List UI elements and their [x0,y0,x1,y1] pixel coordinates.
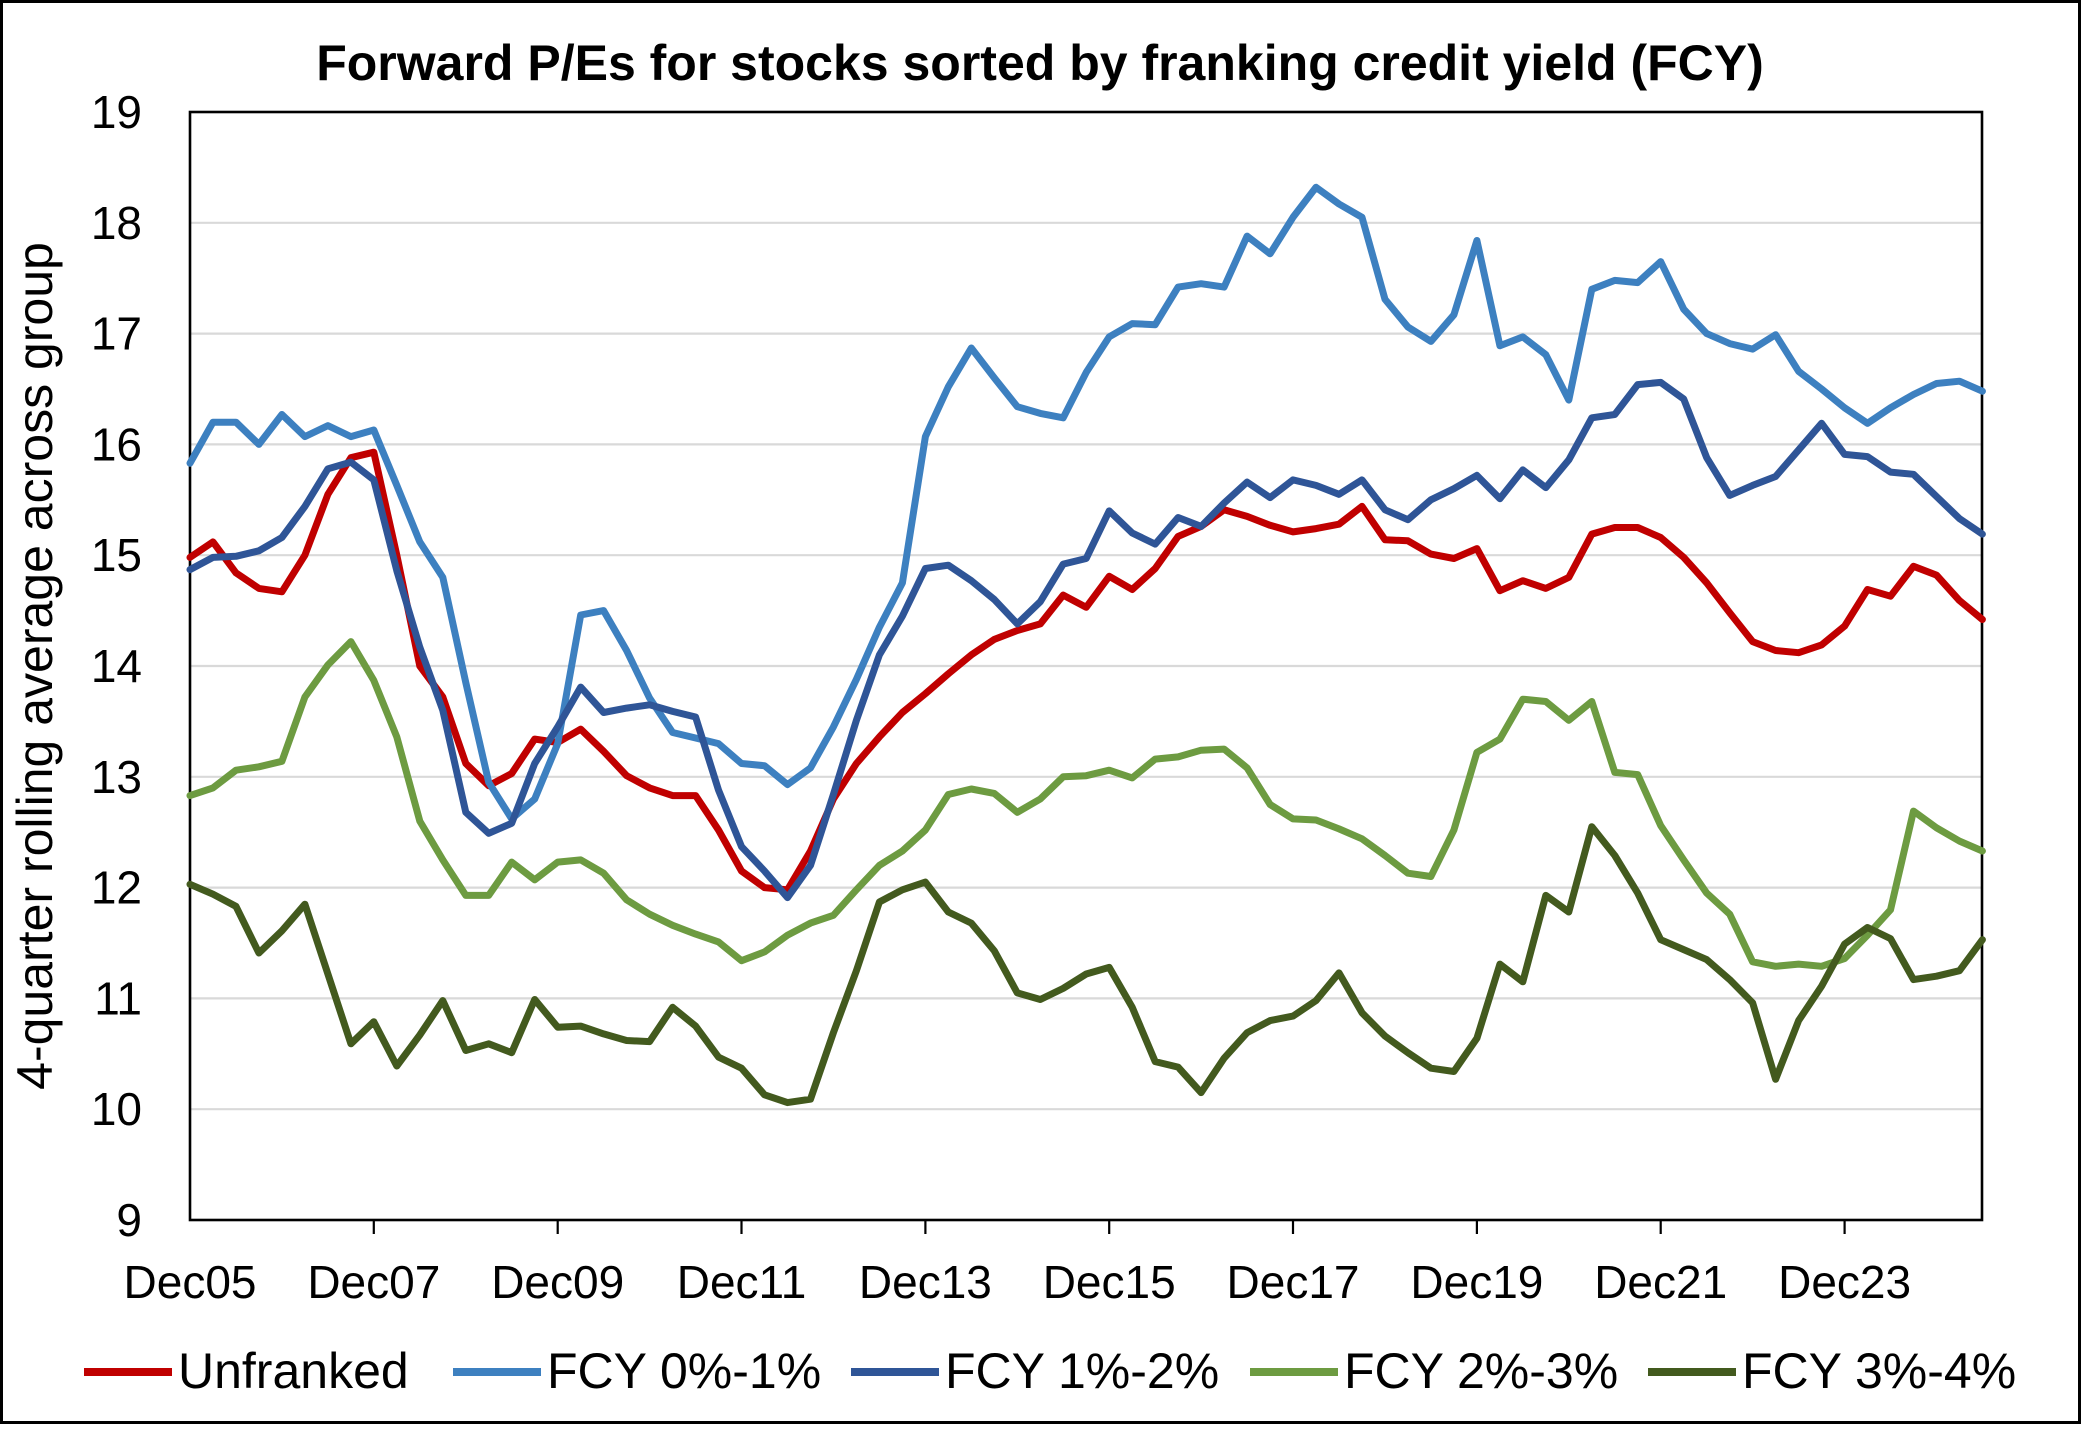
svg-text:Dec07: Dec07 [307,1256,440,1308]
svg-text:15: 15 [91,529,142,581]
svg-text:14: 14 [91,640,142,692]
svg-text:Dec09: Dec09 [491,1256,624,1308]
svg-text:19: 19 [91,86,142,138]
svg-text:17: 17 [91,308,142,360]
svg-text:9: 9 [116,1194,142,1246]
svg-text:4-quarter rolling average acro: 4-quarter rolling average across group [7,242,63,1090]
svg-text:Dec05: Dec05 [124,1256,257,1308]
svg-text:Dec15: Dec15 [1043,1256,1176,1308]
svg-text:Forward P/Es for stocks sorted: Forward P/Es for stocks sorted by franki… [316,35,1764,91]
svg-text:10: 10 [91,1083,142,1135]
svg-text:FCY 3%-4%: FCY 3%-4% [1742,1343,2016,1399]
svg-text:18: 18 [91,197,142,249]
svg-text:FCY 2%-3%: FCY 2%-3% [1344,1343,1618,1399]
svg-text:16: 16 [91,418,142,470]
svg-text:Dec11: Dec11 [677,1256,807,1308]
svg-text:13: 13 [91,751,142,803]
svg-text:Unfranked: Unfranked [178,1343,409,1399]
svg-text:Dec21: Dec21 [1594,1256,1727,1308]
svg-text:FCY 1%-2%: FCY 1%-2% [945,1343,1219,1399]
svg-text:11: 11 [94,972,142,1024]
svg-text:Dec13: Dec13 [859,1256,992,1308]
svg-text:Dec19: Dec19 [1410,1256,1543,1308]
svg-text:Dec17: Dec17 [1227,1256,1360,1308]
svg-text:FCY 0%-1%: FCY 0%-1% [547,1343,821,1399]
svg-text:12: 12 [91,862,142,914]
svg-text:Dec23: Dec23 [1778,1256,1911,1308]
